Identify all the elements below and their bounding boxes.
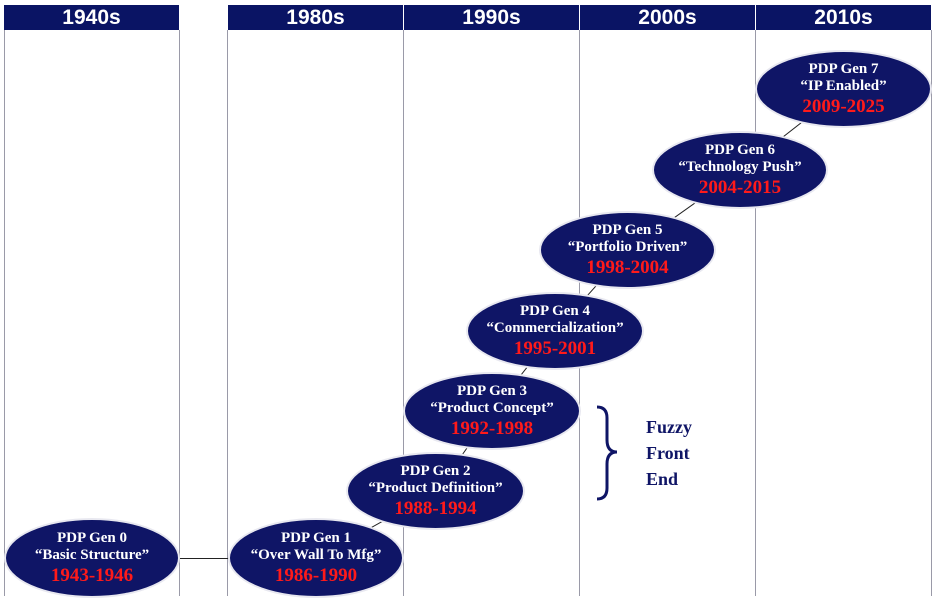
gen-node-4: PDP Gen 4 “Commercialization” 1995-2001 [466, 292, 644, 370]
gen-years: 1988-1994 [394, 497, 477, 519]
column-divider [931, 30, 932, 596]
connector-line [92, 558, 316, 559]
fuzzy-front-end-label: Fuzzy Front End [646, 414, 692, 492]
column-divider [755, 30, 756, 596]
gen-node-0: PDP Gen 0 “Basic Structure” 1943-1946 [4, 518, 180, 598]
gen-name: PDP Gen 1 [281, 530, 351, 547]
gen-years: 2004-2015 [698, 176, 782, 198]
gen-node-3: PDP Gen 3 “Product Concept” 1992-1998 [403, 372, 581, 450]
gen-name: PDP Gen 5 [592, 222, 663, 239]
gen-tag: “Commercialization” [486, 319, 624, 336]
gen-years: 1995-2001 [513, 337, 597, 359]
gen-tag: “Technology Push” [678, 158, 802, 175]
decade-header-1990s: 1990s [404, 5, 580, 30]
annotation-line: Front [646, 443, 690, 463]
decade-header-2010s: 2010s [756, 5, 932, 30]
gen-name: PDP Gen 4 [520, 303, 590, 320]
column-divider [403, 30, 404, 596]
gen-node-2: PDP Gen 2 “Product Definition” 1988-1994 [346, 452, 525, 530]
gen-tag: “Product Concept” [430, 399, 554, 416]
gen-name: PDP Gen 3 [457, 383, 527, 400]
gen-tag: “Over Wall To Mfg” [250, 546, 382, 563]
decade-header-1940s: 1940s [4, 5, 180, 30]
column-divider [179, 30, 180, 596]
gen-tag: “Basic Structure” [34, 546, 150, 563]
gen-tag: “IP Enabled” [800, 77, 887, 94]
annotation-line: End [646, 469, 679, 489]
gen-tag: “Product Definition” [368, 479, 503, 496]
decade-header-2000s: 2000s [580, 5, 756, 30]
gen-years: 2009-2025 [802, 95, 885, 117]
gen-years: 1998-2004 [586, 256, 669, 278]
annotation-line: Fuzzy [646, 417, 692, 437]
gen-node-5: PDP Gen 5 “Portfolio Driven” 1998-2004 [539, 211, 716, 289]
column-divider [4, 30, 5, 596]
gen-node-7: PDP Gen 7 “IP Enabled” 2009-2025 [755, 50, 932, 128]
gen-years: 1943-1946 [50, 564, 134, 586]
gen-name: PDP Gen 7 [808, 61, 879, 78]
curly-brace-icon [596, 405, 618, 501]
gen-node-1: PDP Gen 1 “Over Wall To Mfg” 1986-1990 [228, 518, 404, 598]
gen-years: 1986-1990 [274, 564, 358, 586]
gen-years: 1992-1998 [450, 417, 534, 439]
column-divider [227, 30, 228, 596]
decade-header-1980s: 1980s [228, 5, 404, 30]
gen-node-6: PDP Gen 6 “Technology Push” 2004-2015 [652, 131, 828, 209]
gen-tag: “Portfolio Driven” [567, 238, 688, 255]
gen-name: PDP Gen 6 [705, 142, 775, 159]
gen-name: PDP Gen 2 [400, 463, 471, 480]
gen-name: PDP Gen 0 [57, 530, 127, 547]
